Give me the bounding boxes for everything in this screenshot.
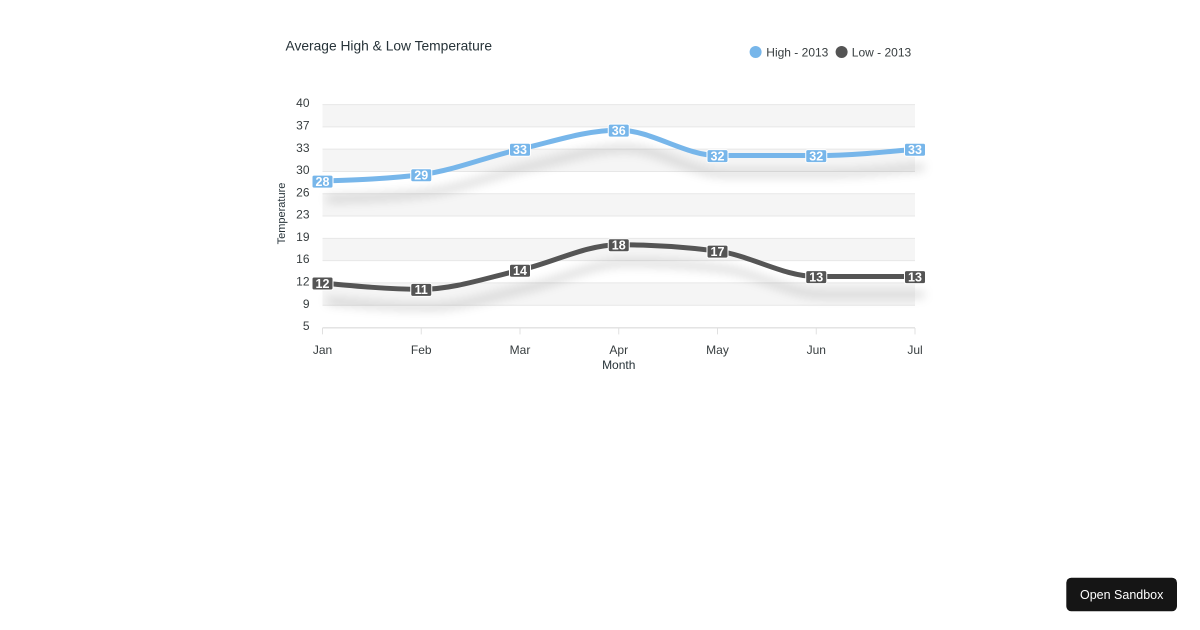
svg-text:40: 40	[296, 96, 310, 110]
svg-text:9: 9	[303, 297, 310, 311]
svg-text:19: 19	[296, 230, 310, 244]
svg-text:Month: Month	[602, 358, 635, 372]
svg-text:14: 14	[513, 264, 527, 278]
svg-text:26: 26	[296, 185, 310, 199]
svg-text:32: 32	[809, 149, 823, 163]
svg-text:33: 33	[908, 143, 922, 157]
svg-text:Open Sandbox: Open Sandbox	[1080, 588, 1164, 602]
svg-text:17: 17	[711, 245, 725, 259]
svg-text:Temperature: Temperature	[276, 183, 288, 245]
svg-text:Low - 2013: Low - 2013	[852, 45, 912, 59]
svg-text:May: May	[706, 343, 729, 357]
svg-text:Jul: Jul	[907, 343, 922, 357]
svg-text:High - 2013: High - 2013	[766, 45, 828, 59]
svg-text:Feb: Feb	[411, 343, 432, 357]
svg-text:Apr: Apr	[609, 343, 628, 357]
svg-text:12: 12	[316, 277, 330, 291]
svg-text:33: 33	[296, 141, 310, 155]
svg-text:11: 11	[415, 283, 428, 297]
svg-text:Jan: Jan	[313, 343, 332, 357]
svg-text:28: 28	[316, 175, 330, 189]
svg-text:29: 29	[414, 169, 428, 183]
svg-text:Average High & Low Temperature: Average High & Low Temperature	[286, 39, 493, 54]
svg-text:23: 23	[296, 208, 310, 222]
svg-text:36: 36	[612, 124, 626, 138]
svg-text:18: 18	[612, 239, 626, 253]
svg-text:13: 13	[809, 270, 823, 284]
svg-text:33: 33	[513, 143, 527, 157]
svg-text:13: 13	[908, 270, 922, 284]
svg-text:Mar: Mar	[510, 343, 531, 357]
svg-text:30: 30	[296, 163, 310, 177]
svg-text:32: 32	[711, 149, 725, 163]
svg-text:Jun: Jun	[807, 343, 826, 357]
svg-text:5: 5	[303, 319, 310, 333]
svg-text:37: 37	[296, 118, 310, 132]
svg-text:16: 16	[296, 252, 310, 266]
svg-text:12: 12	[296, 275, 310, 289]
